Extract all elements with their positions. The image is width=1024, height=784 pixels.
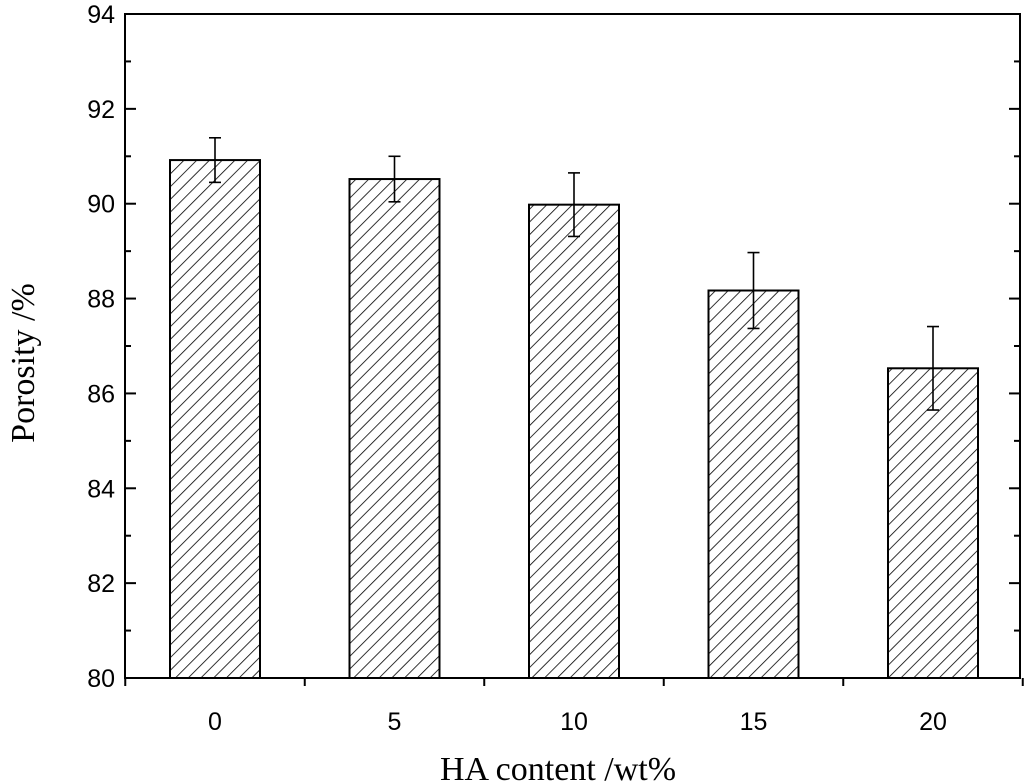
x-axis-title: HA content /wt% <box>440 751 676 784</box>
y-tick-label: 88 <box>87 286 115 314</box>
y-tick-label: 80 <box>87 665 115 693</box>
y-tick-label: 82 <box>87 570 115 598</box>
y-tick-label: 92 <box>87 96 115 124</box>
x-tick-label: 0 <box>208 708 222 736</box>
bar <box>887 367 979 679</box>
bar <box>528 203 620 679</box>
y-axis-title: Porosity /% <box>5 283 42 443</box>
x-tick-label: 5 <box>388 708 402 736</box>
x-tick-label: 10 <box>560 708 588 736</box>
y-tick-label: 90 <box>87 191 115 219</box>
bar <box>707 289 800 679</box>
y-tick-label: 86 <box>87 380 115 408</box>
bar <box>169 159 261 679</box>
y-tick-label: 94 <box>87 1 115 29</box>
bar <box>348 178 441 679</box>
y-axis: 80 82 84 86 88 90 92 94 <box>87 1 1020 693</box>
x-tick-label: 15 <box>740 708 768 736</box>
x-tick-label: 20 <box>919 708 947 736</box>
bars-layer <box>169 136 979 679</box>
x-axis: 0 5 10 15 20 <box>124 678 1024 736</box>
y-tick-label: 84 <box>87 475 115 503</box>
